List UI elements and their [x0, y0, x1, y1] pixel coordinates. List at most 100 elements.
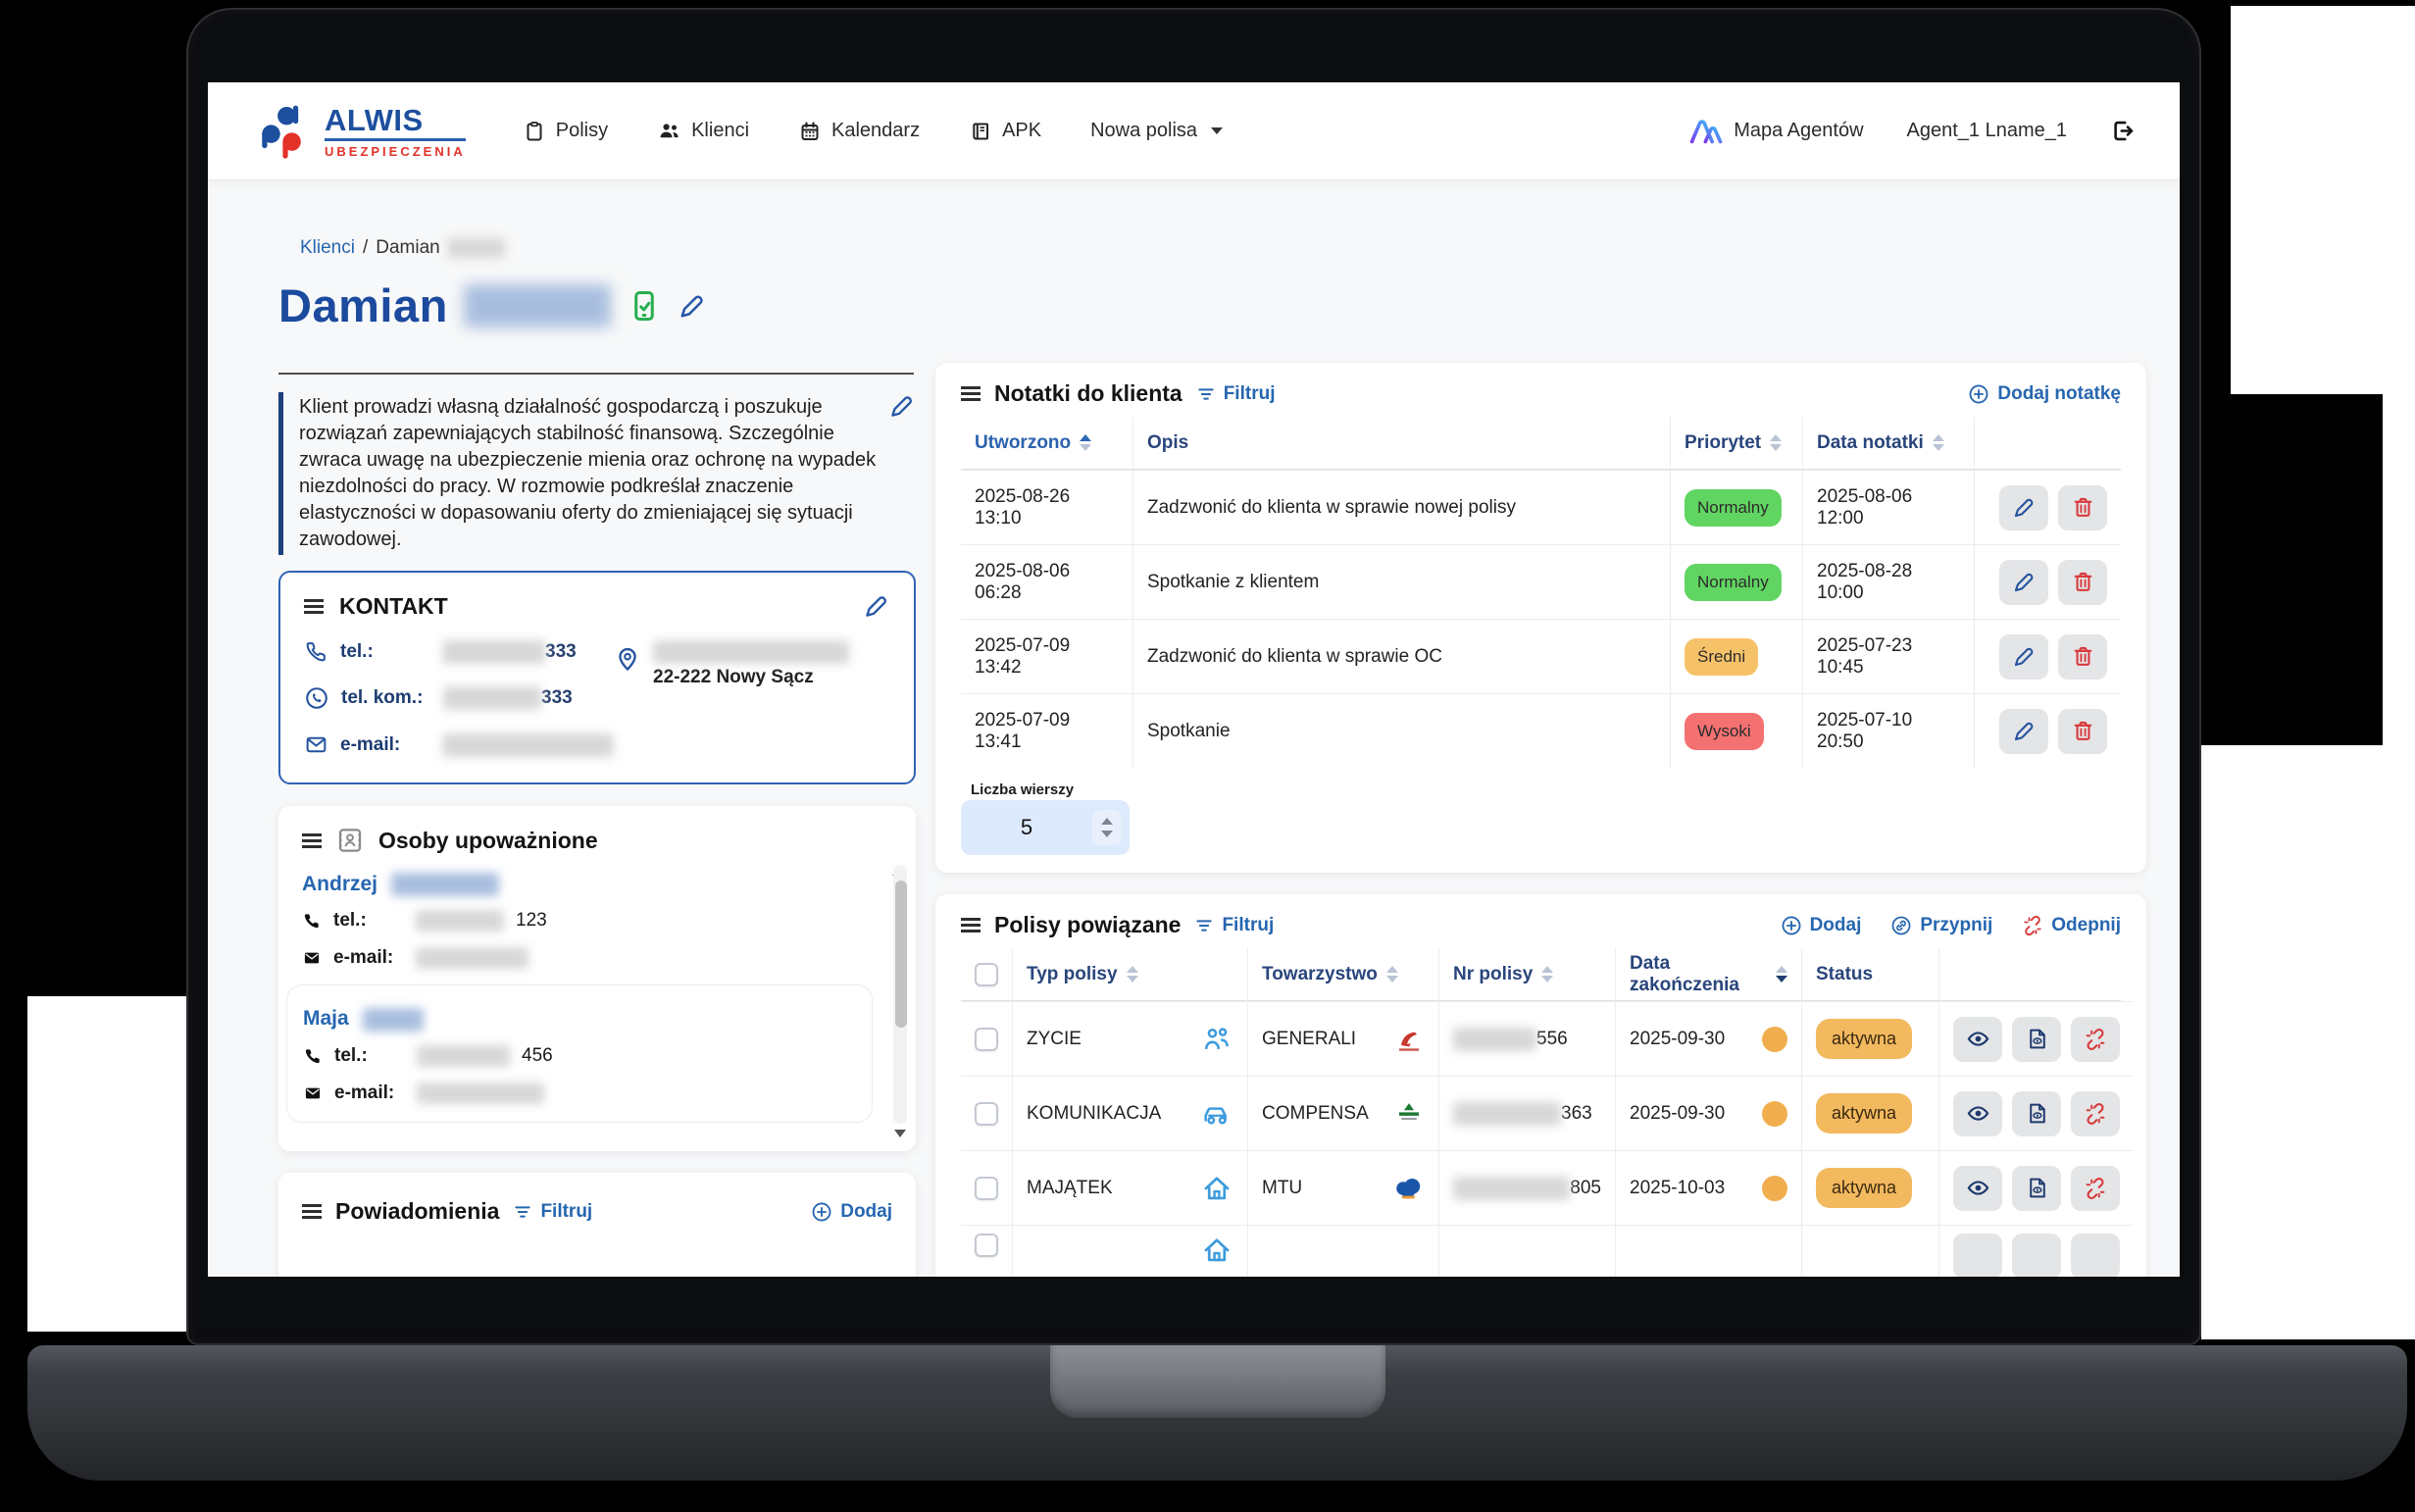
preview-document-button[interactable]: [2012, 1090, 2061, 1136]
preview-document-button[interactable]: [2012, 1016, 2061, 1062]
view-policy-button[interactable]: [1953, 1016, 2002, 1062]
unlink-policy-button[interactable]: [2071, 1090, 2120, 1136]
map-agents-link[interactable]: Mapa Agentów: [1688, 115, 1864, 147]
person-name[interactable]: Maja: [303, 1007, 349, 1031]
policies-filter-button[interactable]: Filtruj: [1194, 915, 1274, 936]
scrollbar-track[interactable]: [893, 865, 907, 1124]
pin-policy-button[interactable]: Przypnij: [1890, 915, 1992, 936]
sort-icon[interactable]: [1385, 966, 1398, 983]
add-note-button[interactable]: Dodaj notatkę: [1968, 383, 2121, 405]
column-header-typ-polisy[interactable]: Typ polisy: [1012, 948, 1247, 1001]
logout-icon[interactable]: [2110, 118, 2137, 144]
edit-note-button[interactable]: [1999, 559, 2048, 605]
delete-note-button[interactable]: [2058, 559, 2107, 605]
scrollbar-thumb[interactable]: [895, 881, 907, 1028]
edit-client-icon[interactable]: [678, 291, 707, 321]
select-all-checkbox[interactable]: [975, 962, 998, 986]
delete-note-button[interactable]: [2058, 633, 2107, 680]
person-name[interactable]: Andrzej: [302, 873, 378, 895]
column-header-priorytet[interactable]: Priorytet: [1670, 417, 1802, 470]
edit-summary-icon[interactable]: [888, 392, 916, 420]
nav-item-nowa-polisa[interactable]: Nowa polisa: [1090, 120, 1224, 142]
unpin-policy-button[interactable]: Odepnij: [2022, 915, 2121, 936]
mail-icon: [302, 948, 322, 968]
column-header-utworzono[interactable]: Utworzono: [961, 417, 1132, 470]
top-navbar: ALWIS UBEZPIECZENIA Polisy Klienci: [208, 82, 2180, 180]
sort-icon[interactable]: [1770, 434, 1783, 451]
sort-icon[interactable]: [1080, 434, 1092, 451]
drag-handle-icon[interactable]: [302, 832, 322, 848]
row-checkbox[interactable]: [975, 1101, 998, 1126]
nav-item-kalendarz[interactable]: Kalendarz: [798, 120, 920, 143]
sort-icon[interactable]: [1541, 966, 1554, 983]
note-row: 2025-07-09 13:41 Spotkanie Wysoki 2025-0…: [961, 693, 2121, 768]
pencil-icon: [2012, 719, 2037, 743]
scrollbar[interactable]: [892, 851, 908, 1137]
sort-icon[interactable]: [1776, 966, 1787, 983]
row-checkbox[interactable]: [975, 1027, 998, 1051]
nav-item-polisy[interactable]: Polisy: [523, 120, 608, 143]
column-label: Nr polisy: [1453, 963, 1534, 984]
nav-item-klienci[interactable]: Klienci: [657, 119, 749, 143]
view-policy-button[interactable]: [1953, 1090, 2002, 1136]
column-header-towarzystwo[interactable]: Towarzystwo: [1247, 948, 1438, 1001]
nav-item-apk[interactable]: APK: [969, 120, 1041, 143]
unlink-policy-button[interactable]: [2071, 1234, 2120, 1277]
add-policy-button[interactable]: Dodaj: [1781, 915, 1861, 936]
sort-icon[interactable]: [1932, 434, 1944, 451]
notifications-filter-button[interactable]: Filtruj: [513, 1201, 592, 1223]
drag-handle-icon[interactable]: [304, 598, 324, 614]
edit-note-button[interactable]: [1999, 484, 2048, 530]
unlink-icon: [2022, 915, 2043, 936]
notes-filter-button[interactable]: Filtruj: [1196, 382, 1276, 405]
logo-subtitle: UBEZPIECZENIA: [325, 143, 466, 159]
email-label: e-mail:: [340, 733, 401, 755]
unlink-policy-button[interactable]: [2071, 1165, 2120, 1211]
edit-note-button[interactable]: [1999, 633, 2048, 680]
status-badge: aktywna: [1816, 1019, 1913, 1059]
column-header-nr-polisy[interactable]: Nr polisy: [1438, 948, 1615, 1001]
delete-note-button[interactable]: [2058, 484, 2107, 530]
row-checkbox[interactable]: [975, 1234, 998, 1257]
scroll-down-arrow[interactable]: [894, 1130, 906, 1137]
column-header-status[interactable]: Status: [1801, 948, 1938, 1001]
user-menu[interactable]: Agent_1 Lname_1: [1906, 120, 2067, 141]
notes-title: Notatki do klienta: [994, 380, 1182, 406]
number-stepper[interactable]: [1092, 810, 1122, 845]
alwis-logo[interactable]: ALWIS UBEZPIECZENIA: [259, 103, 466, 160]
preview-document-button[interactable]: [2012, 1165, 2061, 1211]
column-label: Towarzystwo: [1262, 963, 1378, 984]
drag-handle-icon[interactable]: [302, 1204, 322, 1219]
linked-policies-card: Polisy powiązane Filtruj Dodaj: [935, 894, 2146, 1277]
house-icon: [1200, 1234, 1233, 1267]
view-policy-button[interactable]: [1953, 1165, 2002, 1211]
address-city: 22-222 Nowy Sącz: [653, 667, 814, 687]
note-description: Zadzwonić do klienta w sprawie OC: [1132, 619, 1670, 693]
edit-note-button[interactable]: [1999, 708, 2048, 754]
pencil-icon: [2012, 495, 2037, 520]
delete-note-button[interactable]: [2058, 708, 2107, 754]
column-label: Data notatki: [1817, 431, 1924, 453]
drag-handle-icon[interactable]: [961, 918, 981, 932]
row-checkbox[interactable]: [975, 1176, 998, 1200]
redacted-phone: [417, 1044, 510, 1067]
drag-handle-icon[interactable]: [961, 386, 981, 401]
column-header-opis[interactable]: Opis: [1132, 417, 1670, 470]
note-date: 2025-08-28 10:00: [1802, 544, 1974, 619]
edit-contact-icon[interactable]: [863, 592, 890, 620]
unlink-icon: [2084, 1102, 2107, 1126]
column-header-data-zakonczenia[interactable]: Data zakończenia: [1615, 948, 1801, 1001]
status-dot: [1762, 1175, 1787, 1201]
view-policy-button[interactable]: [1953, 1234, 2002, 1277]
filter-label: Filtruj: [1223, 382, 1276, 404]
unlink-policy-button[interactable]: [2071, 1016, 2120, 1062]
rows-per-page-input[interactable]: 5: [961, 800, 1130, 855]
breadcrumb-klienci[interactable]: Klienci: [300, 237, 355, 258]
sort-icon[interactable]: [1126, 966, 1138, 983]
notifications-add-button[interactable]: Dodaj: [811, 1201, 892, 1223]
tel-label: tel.:: [333, 910, 367, 932]
column-header-data-notatki[interactable]: Data notatki: [1802, 417, 1974, 470]
preview-document-button[interactable]: [2012, 1234, 2061, 1277]
priority-badge: Wysoki: [1685, 712, 1764, 750]
family-icon: [1200, 1023, 1233, 1056]
